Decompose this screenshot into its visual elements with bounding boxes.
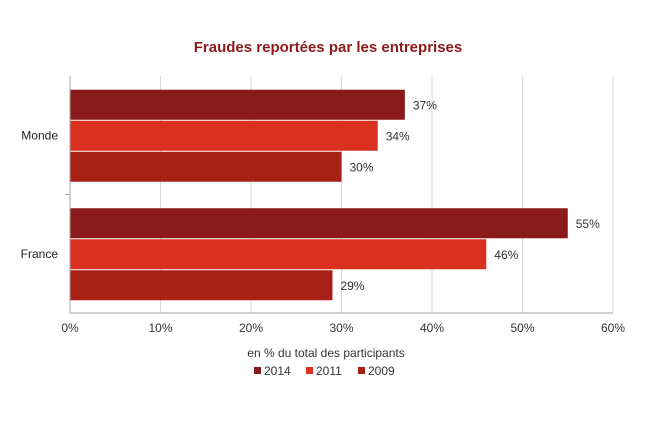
- legend-swatch: [254, 367, 261, 374]
- x-tick-label: 30%: [329, 321, 353, 335]
- legend-swatch: [306, 367, 313, 374]
- legend-label: 2014: [264, 364, 291, 378]
- legend-label: 2011: [316, 364, 342, 378]
- bar: [70, 208, 568, 239]
- bar: [70, 151, 342, 182]
- data-label: 46%: [494, 248, 518, 262]
- data-label: 37%: [413, 98, 437, 112]
- x-tick-label: 20%: [239, 321, 263, 335]
- data-label: 29%: [340, 279, 364, 293]
- chart-title: Fraudes reportées par les entreprises: [194, 39, 462, 56]
- y-category-label: France: [21, 247, 59, 261]
- bar: [70, 120, 378, 151]
- x-tick-label: 0%: [61, 321, 79, 335]
- data-label: 55%: [576, 217, 600, 231]
- legend-swatch: [358, 367, 365, 374]
- bar: [70, 89, 405, 120]
- x-tick-label: 60%: [601, 321, 625, 335]
- x-tick-label: 50%: [510, 321, 534, 335]
- x-tick-label: 10%: [148, 321, 172, 335]
- bars: 37% 34% 30% 55% 46% 29%: [70, 89, 600, 301]
- axes: 0% 10% 20% 30% 40% 50% 60% Monde France: [21, 76, 625, 335]
- legend-label: 2009: [368, 364, 395, 378]
- data-label: 34%: [386, 129, 410, 143]
- y-category-label: Monde: [21, 128, 58, 142]
- x-axis-label: en % du total des participants: [247, 346, 404, 360]
- bar: [70, 239, 487, 270]
- bar: [70, 270, 333, 301]
- x-tick-label: 40%: [420, 321, 444, 335]
- legend: 2014 2011 2009: [254, 364, 395, 378]
- data-label: 30%: [350, 160, 374, 174]
